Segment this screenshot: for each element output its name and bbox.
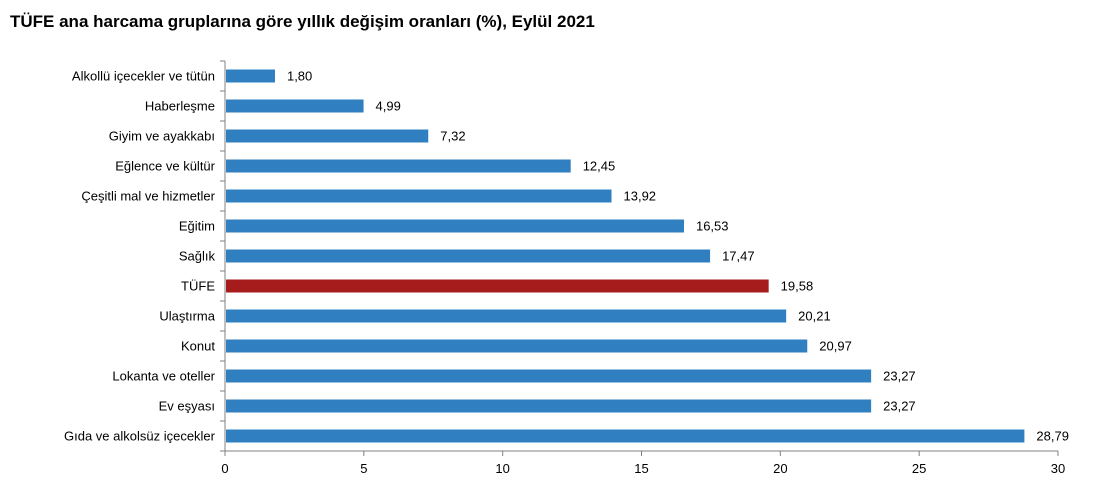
category-label: Haberleşme	[145, 99, 215, 114]
value-label: 17,47	[722, 249, 755, 264]
category-label: Sağlık	[179, 249, 216, 264]
bar	[226, 189, 612, 203]
value-label: 7,32	[440, 129, 465, 144]
value-label: 13,92	[624, 189, 657, 204]
category-label: Eğitim	[179, 219, 215, 234]
bar	[226, 369, 872, 383]
bar	[226, 249, 711, 263]
bar	[226, 339, 808, 353]
value-label: 20,97	[819, 339, 852, 354]
category-label: Ev eşyası	[159, 399, 215, 414]
category-label: TÜFE	[181, 279, 215, 294]
category-label: Alkollü içecekler ve tütün	[72, 69, 215, 84]
category-label: Çeşitli mal ve hizmetler	[81, 189, 215, 204]
bar	[226, 219, 684, 233]
value-label: 28,79	[1036, 429, 1069, 444]
bar	[226, 399, 872, 413]
bar	[226, 129, 429, 143]
value-label: 12,45	[583, 159, 616, 174]
x-tick-label: 5	[360, 461, 367, 476]
bar	[226, 309, 787, 323]
category-label: Gıda ve alkolsüz içecekler	[64, 429, 216, 444]
x-tick-label: 0	[221, 461, 228, 476]
bar	[226, 159, 571, 173]
bar-highlight	[226, 279, 769, 293]
category-label: Ulaştırma	[159, 309, 215, 324]
category-label: Giyim ve ayakkabı	[109, 129, 215, 144]
value-label: 20,21	[798, 309, 831, 324]
bar	[226, 99, 364, 113]
bar	[226, 69, 275, 83]
chart-title: TÜFE ana harcama gruplarına göre yıllık …	[10, 12, 595, 31]
x-tick-label: 10	[495, 461, 509, 476]
value-label: 23,27	[883, 369, 916, 384]
value-label: 1,80	[287, 69, 312, 84]
category-label: Lokanta ve oteller	[112, 369, 215, 384]
category-label: Eğlence ve kültür	[115, 159, 215, 174]
bar	[226, 429, 1025, 443]
category-label: Konut	[181, 339, 215, 354]
x-tick-label: 15	[634, 461, 648, 476]
value-label: 23,27	[883, 399, 916, 414]
value-label: 19,58	[781, 279, 814, 294]
x-tick-label: 25	[912, 461, 926, 476]
x-tick-label: 20	[773, 461, 787, 476]
value-label: 16,53	[696, 219, 729, 234]
x-tick-label: 30	[1051, 461, 1065, 476]
value-label: 4,99	[376, 99, 401, 114]
